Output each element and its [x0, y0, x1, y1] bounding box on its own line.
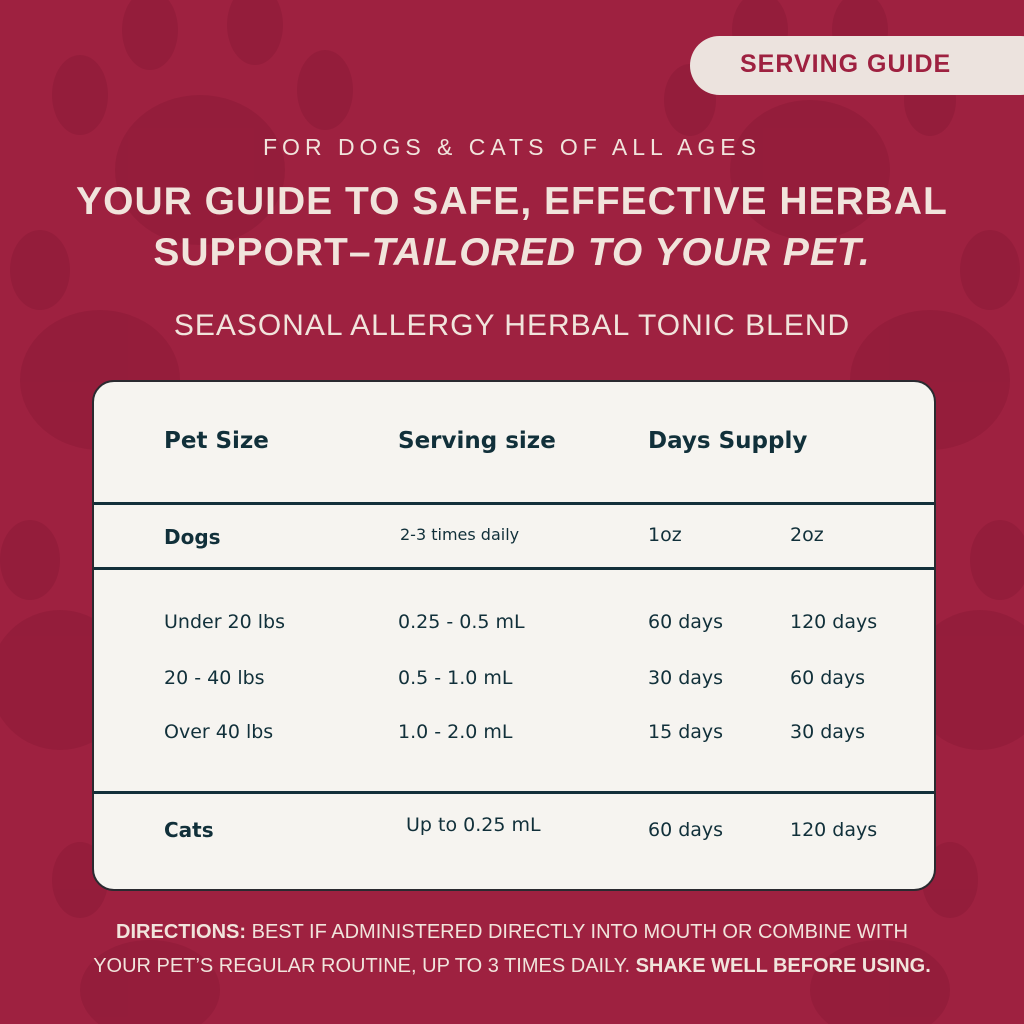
directions-label: DIRECTIONS:: [116, 921, 247, 943]
serving: 0.5 - 1.0 mL: [398, 667, 513, 689]
header-serving-size: Serving size: [398, 428, 556, 454]
dogs-label: Dogs: [164, 525, 221, 549]
directions-text-1: BEST IF ADMINISTERED DIRECTLY INTO MOUTH…: [246, 921, 908, 943]
header-pet-size: Pet Size: [164, 428, 269, 454]
headline-line-2: SUPPORT–TAILORED TO YOUR PET.: [0, 228, 1024, 278]
divider: [94, 567, 934, 570]
days-1oz: 30 days: [648, 667, 724, 689]
days-1oz: 60 days: [648, 819, 724, 841]
pet-size: 20 - 40 lbs: [164, 667, 265, 689]
serving: 1.0 - 2.0 mL: [398, 721, 513, 743]
product-name: SEASONAL ALLERGY HERBAL TONIC BLEND: [173, 309, 851, 342]
directions-text-2: YOUR PET’S REGULAR ROUTINE, UP TO 3 TIME…: [93, 955, 636, 977]
days-2oz: 120 days: [790, 819, 878, 841]
days-1oz: 15 days: [648, 721, 724, 743]
days-2oz: 120 days: [790, 611, 878, 633]
serving-guide-badge: SERVING GUIDE: [690, 36, 1024, 95]
pet-size: Under 20 lbs: [164, 611, 286, 633]
days-2oz: 60 days: [790, 667, 866, 689]
divider: [94, 502, 934, 505]
divider: [94, 791, 934, 794]
serving: Up to 0.25 mL: [406, 814, 541, 836]
serving-table: Pet Size Serving size Days Supply Dogs 2…: [92, 380, 936, 891]
subtitle: FOR DOGS & CATS OF ALL AGES: [263, 134, 761, 160]
pet-size: Over 40 lbs: [164, 721, 274, 743]
directions: DIRECTIONS: BEST IF ADMINISTERED DIRECTL…: [0, 915, 1024, 983]
directions-emphasis: SHAKE WELL BEFORE USING.: [635, 955, 931, 977]
size-1oz: 1oz: [648, 524, 682, 546]
days-2oz: 30 days: [790, 721, 866, 743]
dogs-serving: 2-3 times daily: [400, 525, 520, 544]
days-1oz: 60 days: [648, 611, 724, 633]
headline-plain: SUPPORT–: [153, 231, 372, 274]
size-2oz: 2oz: [790, 524, 824, 546]
header-days-supply: Days Supply: [648, 428, 808, 454]
headline-line-1: YOUR GUIDE TO SAFE, EFFECTIVE HERBAL: [76, 180, 948, 223]
serving: 0.25 - 0.5 mL: [398, 611, 525, 633]
headline-italic: TAILORED TO YOUR PET.: [371, 231, 871, 274]
badge-label: SERVING GUIDE: [740, 50, 952, 78]
cats-label: Cats: [164, 818, 214, 842]
